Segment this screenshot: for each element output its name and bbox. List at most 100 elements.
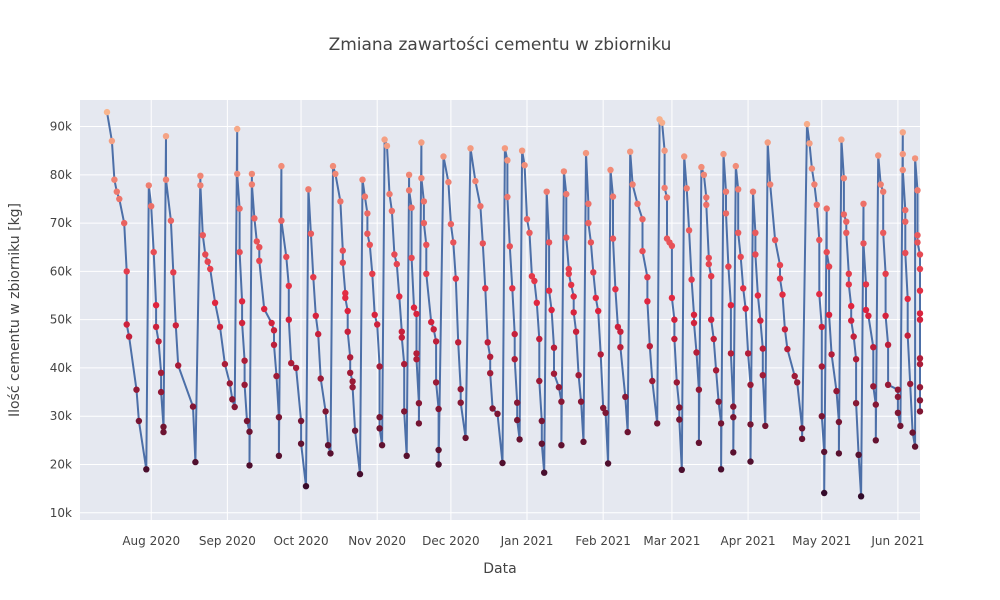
data-point bbox=[123, 321, 130, 328]
data-point bbox=[432, 338, 440, 345]
data-point bbox=[916, 265, 924, 273]
data-point bbox=[634, 200, 641, 207]
data-point bbox=[189, 403, 197, 410]
data-point bbox=[197, 182, 204, 189]
data-point bbox=[116, 195, 123, 203]
data-point bbox=[440, 153, 447, 160]
data-point bbox=[899, 150, 906, 158]
data-point bbox=[821, 448, 828, 456]
data-point bbox=[236, 248, 243, 256]
data-point bbox=[238, 319, 246, 327]
data-point bbox=[658, 119, 666, 126]
data-point bbox=[742, 305, 749, 312]
data-point bbox=[162, 176, 170, 183]
data-point bbox=[302, 483, 310, 490]
data-point bbox=[121, 219, 128, 227]
data-point bbox=[722, 188, 730, 195]
data-point bbox=[462, 434, 469, 442]
data-point bbox=[668, 242, 676, 249]
data-point bbox=[374, 321, 381, 328]
data-point bbox=[386, 190, 393, 198]
data-point bbox=[823, 205, 830, 212]
data-point bbox=[216, 323, 224, 331]
data-point bbox=[292, 364, 300, 372]
data-point bbox=[627, 148, 634, 155]
x-tick-labels: Aug 2020 Sep 2020 Oct 2020 Nov 2020 Dec 2020… bbox=[122, 534, 924, 548]
data-point bbox=[882, 312, 889, 319]
data-point bbox=[152, 323, 160, 331]
data-point bbox=[747, 421, 754, 428]
data-point bbox=[622, 393, 629, 401]
data-point bbox=[568, 281, 575, 289]
data-point bbox=[339, 247, 346, 254]
data-point bbox=[531, 277, 538, 285]
data-point bbox=[732, 162, 739, 170]
data-point bbox=[246, 428, 253, 435]
data-point bbox=[607, 166, 614, 174]
data-point bbox=[639, 216, 646, 223]
data-point bbox=[617, 328, 624, 335]
data-point bbox=[410, 304, 418, 311]
data-point bbox=[681, 153, 688, 160]
data-point bbox=[730, 403, 737, 410]
data-point bbox=[234, 170, 241, 178]
data-point bbox=[344, 307, 351, 315]
data-point bbox=[543, 188, 550, 195]
data-point bbox=[580, 438, 587, 445]
data-point bbox=[241, 357, 248, 364]
data-point bbox=[489, 405, 496, 412]
data-point bbox=[103, 108, 111, 116]
data-point bbox=[324, 442, 332, 449]
data-point bbox=[855, 451, 862, 458]
x-tick-label: Jun 2021 bbox=[870, 534, 924, 548]
data-point bbox=[533, 299, 540, 306]
data-point bbox=[339, 259, 346, 266]
data-point bbox=[545, 239, 553, 246]
data-point bbox=[236, 205, 243, 212]
data-point bbox=[730, 449, 737, 456]
data-point bbox=[838, 136, 845, 143]
data-point bbox=[221, 360, 229, 368]
data-point bbox=[582, 149, 590, 157]
data-point bbox=[430, 326, 437, 333]
data-point bbox=[668, 294, 676, 302]
data-point bbox=[894, 409, 902, 416]
data-point bbox=[347, 369, 354, 376]
data-point bbox=[570, 309, 577, 316]
data-point bbox=[248, 170, 256, 178]
data-point bbox=[538, 440, 545, 447]
data-point bbox=[654, 420, 661, 427]
y-tick-labels: 10k 20k 30k 40k 50k 60k 70k 80k 90k bbox=[50, 120, 72, 520]
x-tick-label: Jan 2021 bbox=[500, 534, 554, 548]
data-point bbox=[344, 328, 351, 335]
data-point bbox=[423, 241, 430, 248]
data-point bbox=[261, 305, 268, 313]
data-point bbox=[560, 168, 568, 175]
data-point bbox=[332, 170, 339, 178]
data-point bbox=[145, 182, 152, 189]
x-axis-title: Data bbox=[483, 561, 516, 577]
data-point bbox=[735, 186, 742, 193]
data-point bbox=[207, 265, 214, 273]
data-point bbox=[602, 409, 609, 416]
data-point bbox=[528, 273, 536, 280]
data-point bbox=[310, 274, 317, 281]
data-point bbox=[197, 172, 204, 179]
x-tick-label: May 2021 bbox=[792, 534, 851, 548]
data-point bbox=[349, 384, 356, 391]
data-point bbox=[870, 344, 877, 351]
data-point bbox=[710, 335, 717, 343]
data-point bbox=[511, 356, 518, 363]
data-point bbox=[712, 367, 720, 374]
data-point bbox=[401, 408, 408, 415]
data-point bbox=[811, 181, 818, 188]
data-point bbox=[305, 186, 312, 193]
data-point bbox=[916, 316, 924, 323]
data-point bbox=[521, 162, 528, 169]
data-point bbox=[450, 239, 457, 246]
data-point bbox=[376, 425, 383, 432]
data-point bbox=[226, 380, 233, 387]
data-point bbox=[708, 273, 715, 280]
